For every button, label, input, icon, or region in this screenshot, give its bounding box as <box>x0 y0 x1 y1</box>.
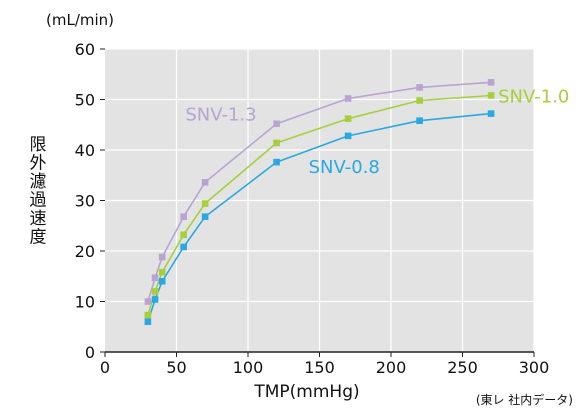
data-point <box>487 110 495 117</box>
y-axis-title-char: 外 <box>30 154 47 174</box>
y-axis-title-char: 過 <box>30 191 47 211</box>
y-axis-title-char: 濾 <box>30 172 47 192</box>
series-label: SNV-1.3 <box>185 105 256 126</box>
data-point <box>151 274 159 282</box>
y-tick-label: 0 <box>85 343 95 362</box>
data-point <box>416 97 423 104</box>
y-tick-label: 60 <box>75 40 95 59</box>
y-tick-label: 10 <box>75 293 95 312</box>
x-tick-label: 250 <box>447 358 478 377</box>
data-point <box>201 213 209 220</box>
y-axis-title-char: 限 <box>30 135 47 155</box>
data-point <box>273 139 280 147</box>
data-point <box>487 92 495 99</box>
y-unit-label: (mL/min) <box>46 11 114 29</box>
x-tick-label: 300 <box>519 358 550 377</box>
source-note: (東レ 社内データ) <box>476 392 573 407</box>
x-tick-label: 150 <box>304 358 335 377</box>
y-tick-label: 20 <box>75 242 95 261</box>
data-point <box>180 213 187 220</box>
y-axis-title-char: 度 <box>30 228 47 248</box>
data-point <box>180 231 187 239</box>
data-point <box>273 158 280 166</box>
x-tick-label: 50 <box>166 358 186 377</box>
data-point <box>201 200 209 207</box>
series-labels: SNV-1.3 SNV-1.0 SNV-0.8 <box>185 86 569 178</box>
data-point <box>344 115 352 122</box>
data-point <box>158 278 166 285</box>
data-point <box>158 268 166 276</box>
data-point <box>144 298 152 305</box>
data-point <box>344 132 352 140</box>
grid-lines <box>105 48 535 352</box>
y-tick-label: 30 <box>75 192 95 211</box>
y-axis-ticks: 0 10 20 30 40 50 60 <box>75 40 105 362</box>
x-tick-label: 0 <box>100 358 110 377</box>
data-point <box>487 79 495 86</box>
data-point <box>144 318 152 325</box>
y-tick-label: 40 <box>75 141 95 160</box>
series-label: SNV-1.0 <box>498 86 569 107</box>
data-point <box>416 117 423 125</box>
data-point <box>180 243 187 251</box>
data-point <box>416 84 423 91</box>
x-tick-label: 100 <box>233 358 264 377</box>
data-point <box>158 253 166 261</box>
series-label: SNV-0.8 <box>309 157 380 178</box>
y-axis-title-char: 速 <box>30 209 47 229</box>
x-tick-label: 200 <box>376 358 407 377</box>
data-point <box>151 296 159 303</box>
series-markers <box>144 79 495 325</box>
data-point <box>344 95 352 102</box>
x-axis-ticks: 0 50 100 150 200 250 300 <box>100 352 549 377</box>
data-point <box>151 288 159 295</box>
data-point <box>273 120 280 128</box>
data-point <box>144 311 152 319</box>
data-point <box>201 179 209 186</box>
y-tick-label: 50 <box>75 91 95 110</box>
x-axis-title: TMP(mmHg) <box>253 382 359 402</box>
